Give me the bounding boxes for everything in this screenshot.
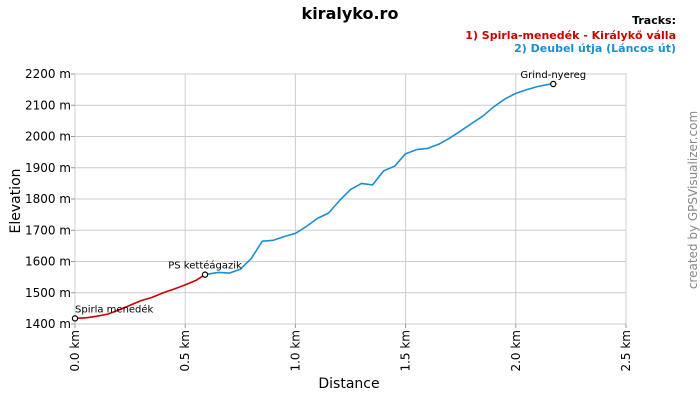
y-tick-label: 2000 m [25,130,71,144]
x-tick-label: 2.5 km [619,330,633,372]
y-tick-label: 1900 m [25,161,71,175]
x-tick-label: 2.0 km [509,330,523,372]
y-tick-label: 1400 m [25,317,71,331]
legend: Tracks: 1) Spirla-menedék - Királykő vál… [465,14,676,55]
x-tick-label: 1.0 km [288,330,302,372]
x-axis: 0.0 km 0.5 km 1.0 km 1.5 km 2.0 km 2.5 km [68,324,633,372]
legend-item-1: 1) Spirla-menedék - Királykő válla [465,29,676,42]
waypoint-layer: Spirla menedék PS kettéágazik Grind-nyereg [71,70,586,322]
waypoint-marker [550,80,557,88]
x-tick-label: 1.5 km [399,330,413,372]
series-line-2 [204,83,554,276]
x-tick-label: 0.0 km [68,330,82,372]
y-tick-label: 1500 m [25,286,71,300]
x-tick-label: 0.5 km [178,330,192,372]
waypoint-label: Grind-nyereg [520,70,586,81]
legend-item-2: 2) Deubel útja (Láncos út) [514,42,676,55]
series-line-1 [74,273,206,320]
y-tick-label: 1600 m [25,255,71,269]
credit-text: created by GPSVisualizer.com [686,111,700,289]
chart-title: kiralyko.ro [302,4,399,23]
plot-area: Spirla menedék PS kettéágazik Grind-nyereg [71,70,627,325]
legend-title: Tracks: [632,14,676,27]
y-tick-label: 1800 m [25,192,71,206]
series-layer [74,83,554,320]
waypoint-label: Spirla menedék [75,303,154,315]
waypoint-label: PS kettéágazik [168,260,242,272]
y-tick-label: 1700 m [25,223,71,237]
y-tick-label: 2100 m [25,98,71,112]
y-axis-label: Elevation [8,168,24,233]
y-axis: 1400 m 1500 m 1600 m 1700 m 1800 m 1900 m 2000… [25,67,75,331]
x-axis-label: Distance [318,376,379,392]
waypoint-marker [71,315,79,322]
y-tick-label: 2200 m [25,67,71,81]
waypoint-marker [201,271,209,278]
